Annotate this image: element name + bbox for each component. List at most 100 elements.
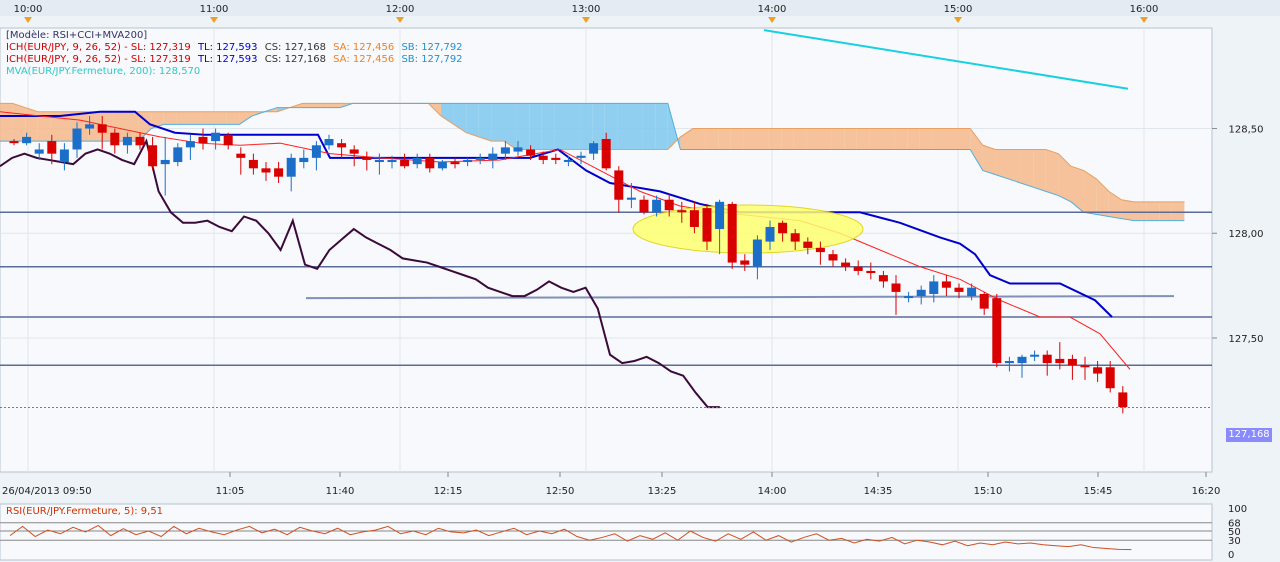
kumo-segment bbox=[504, 103, 517, 150]
candle-body bbox=[1004, 361, 1014, 364]
kumo-segment bbox=[1045, 149, 1059, 196]
kumo-segment bbox=[907, 128, 920, 150]
kumo-segment bbox=[239, 111, 252, 125]
candle-body bbox=[47, 141, 57, 154]
kumo-segment bbox=[529, 103, 542, 150]
candle-body bbox=[790, 233, 800, 242]
bottom-time-label: 14:35 bbox=[864, 486, 893, 497]
bottom-time-label: 12:15 bbox=[434, 486, 463, 497]
candle-body bbox=[803, 241, 813, 248]
candle-body bbox=[475, 157, 485, 160]
candle-body bbox=[400, 159, 410, 167]
candle-body bbox=[274, 168, 284, 177]
candle-body bbox=[248, 159, 258, 169]
candle-body bbox=[639, 199, 649, 213]
kumo-segment bbox=[478, 103, 492, 142]
mva200-line bbox=[763, 29, 1129, 90]
candle-body bbox=[59, 149, 69, 163]
kumo-segment bbox=[302, 103, 315, 108]
mva-legend: MVA(EUR/JPY.Fermeture, 200): 128,570 bbox=[6, 66, 201, 77]
candle-body bbox=[185, 141, 195, 148]
bottom-time-label: 16:20 bbox=[1192, 486, 1221, 497]
kumo-segment bbox=[945, 128, 958, 150]
top-time-label: 11:00 bbox=[200, 4, 229, 15]
kumo-segment bbox=[806, 128, 819, 150]
ichimoku-legend-2: ICH(EUR/JPY, 9, 26, 52) - SL: 127,319 TL… bbox=[6, 54, 467, 66]
kumo-segment bbox=[869, 128, 882, 150]
rsi-tick-label: 100 bbox=[1228, 504, 1247, 515]
kumo-segment bbox=[226, 111, 240, 125]
kumo-segment bbox=[1171, 201, 1185, 221]
rsi-tick-label: 68 bbox=[1228, 519, 1241, 530]
rsi-tick-label: 0 bbox=[1228, 550, 1234, 561]
kumo-segment bbox=[630, 103, 643, 150]
candle-body bbox=[778, 222, 788, 234]
kumo-segment bbox=[856, 128, 870, 150]
session-marker-icon bbox=[768, 17, 776, 23]
candle-body bbox=[211, 132, 221, 142]
candle-body bbox=[425, 157, 435, 169]
candle-body bbox=[513, 147, 523, 152]
kumo-segment bbox=[100, 111, 114, 142]
bottom-time-label: 14:00 bbox=[758, 486, 787, 497]
candle-body bbox=[979, 293, 989, 309]
candle-body bbox=[576, 155, 586, 158]
candle-body bbox=[1118, 392, 1128, 408]
kumo-segment bbox=[730, 128, 744, 150]
candle-body bbox=[85, 124, 95, 129]
candle-body bbox=[173, 147, 183, 163]
kumo-segment bbox=[995, 149, 1008, 179]
kumo-segment bbox=[88, 111, 101, 142]
kumo-segment bbox=[982, 145, 996, 175]
ich-sa-2: SA: 127,456 bbox=[333, 54, 395, 65]
candle-body bbox=[891, 283, 901, 292]
trend-level-line bbox=[305, 295, 1175, 300]
candle-body bbox=[362, 157, 372, 160]
candle-body bbox=[374, 159, 384, 163]
ich-name: ICH(EUR/JPY, 9, 26, 52) - SL: 127,319 bbox=[6, 42, 191, 53]
kumo-segment bbox=[1033, 149, 1046, 192]
kumo-segment bbox=[894, 128, 908, 150]
kumo-segment bbox=[315, 103, 328, 108]
last-price-badge: 127,168 bbox=[1226, 428, 1272, 442]
kumo-segment bbox=[680, 128, 693, 150]
candle-body bbox=[866, 270, 876, 274]
kumo-segment bbox=[768, 128, 782, 150]
kumo-segment bbox=[491, 103, 504, 142]
candle-body bbox=[110, 132, 120, 146]
candle-body bbox=[1055, 358, 1065, 364]
bottom-time-label: 12:50 bbox=[546, 486, 575, 497]
candle-body bbox=[1067, 358, 1077, 366]
candle-body bbox=[349, 149, 359, 154]
candle-body bbox=[916, 289, 926, 297]
candle-body bbox=[853, 266, 863, 271]
kumo-segment bbox=[163, 111, 177, 125]
candle-body bbox=[941, 281, 951, 288]
candle-body bbox=[1093, 367, 1103, 374]
candle-body bbox=[727, 203, 737, 263]
candle-body bbox=[311, 145, 321, 158]
kumo-segment bbox=[1134, 201, 1147, 221]
bottom-time-label: 15:45 bbox=[1084, 486, 1113, 497]
y-tick-label: 127,50 bbox=[1229, 334, 1264, 345]
kumo-segment bbox=[12, 103, 26, 142]
y-tick-label: 128,50 bbox=[1229, 125, 1264, 136]
rsi-tick-label: 50 bbox=[1228, 527, 1241, 538]
kumo-segment bbox=[693, 128, 706, 150]
candle-body bbox=[236, 153, 246, 158]
session-marker-icon bbox=[396, 17, 404, 23]
candle-body bbox=[878, 275, 888, 282]
kumo-segment bbox=[126, 111, 139, 142]
candle-body bbox=[1017, 356, 1027, 364]
kumo-segment bbox=[882, 128, 895, 150]
candle-body bbox=[122, 136, 132, 146]
session-marker-icon bbox=[1140, 17, 1148, 23]
senkou-span-b bbox=[0, 102, 1185, 222]
kumo-segment bbox=[819, 128, 832, 150]
kumo-segment bbox=[756, 128, 769, 150]
kumo-segment bbox=[1058, 153, 1071, 202]
kumo-segment bbox=[781, 128, 794, 150]
candle-body bbox=[841, 262, 851, 267]
kumo-segment bbox=[718, 128, 731, 150]
candle-body bbox=[992, 298, 1002, 364]
